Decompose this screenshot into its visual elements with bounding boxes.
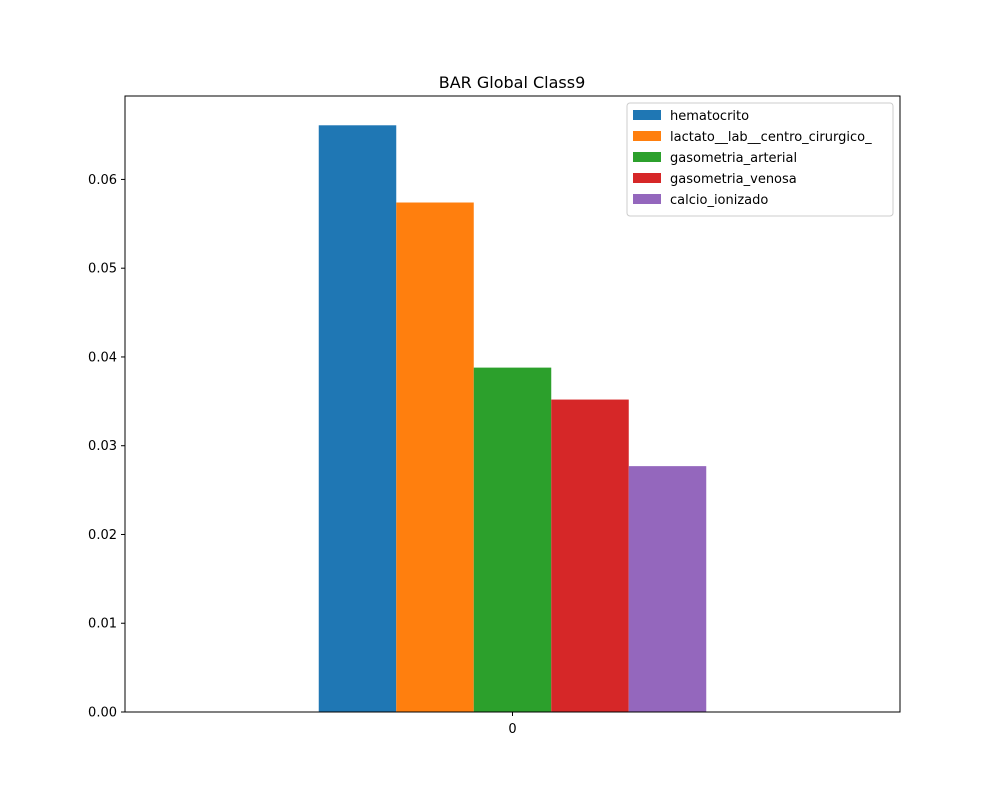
y-tick-label: 0.02 — [88, 528, 117, 543]
bars-group — [318, 125, 707, 712]
legend-label-gasometria_venosa: gasometria_venosa — [670, 172, 797, 187]
legend-swatch-hematocrito — [633, 110, 661, 120]
x-axis: 0 — [508, 712, 517, 737]
y-tick-label: 0.01 — [88, 617, 117, 632]
bar-hematocrito — [318, 125, 397, 712]
legend-swatch-lactato__lab__centro_cirurgico_ — [633, 131, 661, 141]
y-axis: 0.00 0.01 0.02 0.03 0.04 0.05 0.06 — [88, 173, 125, 721]
legend-box — [626, 102, 894, 217]
legend-label-gasometria_arterial: gasometria_arterial — [670, 151, 797, 166]
bar-lactato__lab__centro_cirurgico_ — [396, 202, 474, 712]
legend-swatch-calcio_ionizado — [633, 194, 661, 204]
legend-label-lactato__lab__centro_cirurgico_: lactato__lab__centro_cirurgico_ — [670, 130, 872, 145]
legend-swatch-gasometria_venosa — [633, 173, 661, 183]
y-tick-label: 0.06 — [88, 173, 117, 188]
chart-title: BAR Global Class9 — [439, 73, 586, 92]
x-tick-label: 0 — [508, 722, 516, 737]
bar-gasometria_venosa — [551, 399, 629, 712]
y-tick-label: 0.04 — [88, 350, 117, 365]
legend-label-calcio_ionizado: calcio_ionizado — [670, 193, 768, 208]
y-tick-label: 0.03 — [88, 439, 117, 454]
bar-gasometria_arterial — [473, 367, 552, 712]
legend-label-hematocrito: hematocrito — [670, 109, 749, 124]
legend-swatch-gasometria_arterial — [633, 152, 661, 162]
legend: hematocrito lactato__lab__centro_cirurgic… — [626, 102, 894, 217]
y-tick-label: 0.00 — [88, 706, 117, 721]
bar-calcio_ionizado — [628, 466, 707, 712]
y-tick-label: 0.05 — [88, 262, 117, 277]
